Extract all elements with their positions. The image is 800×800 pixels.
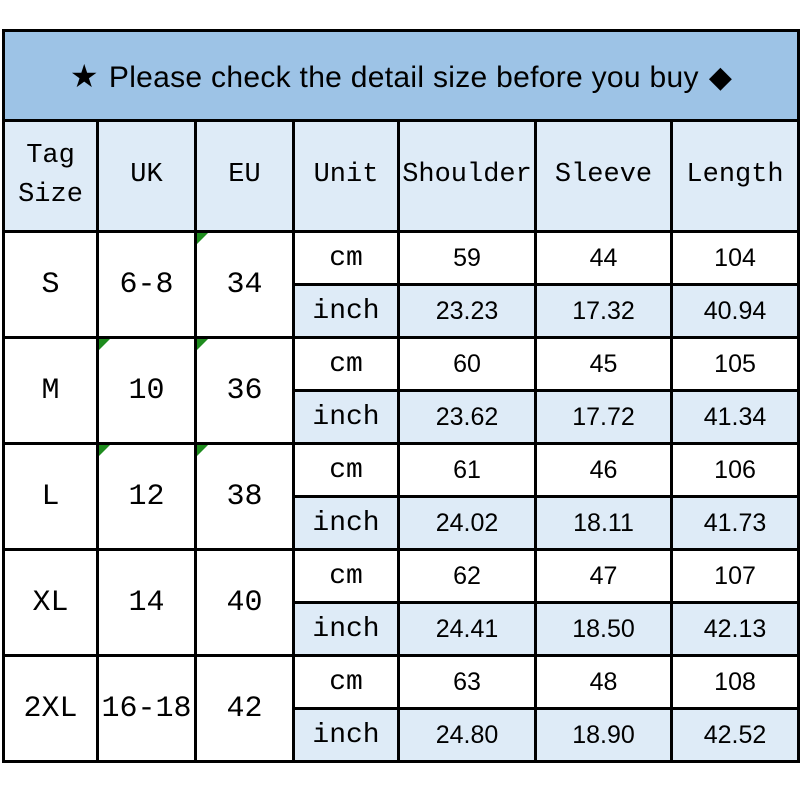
table-row-2xl-cm: 2XL 16-18 42 cm 63 48 108 [2, 654, 800, 763]
unit-cm-cell: cm [292, 230, 400, 286]
green-corner-marker-icon [198, 446, 208, 456]
table-row-xl-cm: XL 14 40 cm 62 47 107 [2, 548, 800, 657]
tag-size-cell: L [2, 442, 99, 551]
shoulder-inch-cell: 24.41 [397, 601, 537, 657]
shoulder-inch-cell: 23.62 [397, 389, 537, 445]
sleeve-cm-cell: 44 [534, 230, 673, 286]
length-inch-cell: 40.94 [669, 283, 800, 339]
eu-value: 36 [226, 373, 263, 408]
unit-inch-cell: inch [292, 601, 400, 657]
length-cm-cell: 104 [669, 230, 800, 286]
green-corner-marker-icon [100, 340, 110, 350]
uk-cell: 16-18 [96, 654, 197, 763]
eu-value: 38 [226, 479, 263, 514]
header-sleeve: Sleeve [534, 119, 673, 233]
unit-cm-cell: cm [292, 336, 400, 392]
header-unit: Unit [292, 119, 400, 233]
uk-value: 6-8 [119, 267, 174, 302]
table-row-s-inch: inch 23.23 17.32 40.94 [4, 283, 800, 339]
uk-value: 14 [128, 585, 165, 620]
length-cm-cell: 108 [669, 654, 800, 710]
length-cm-cell: 107 [669, 548, 800, 604]
unit-inch-cell: inch [292, 389, 400, 445]
size-chart: ★ Please check the detail size before you… [1, 29, 800, 763]
size-chart-table: ★ Please check the detail size before you… [1, 29, 800, 763]
unit-cm-cell: cm [292, 654, 400, 710]
sleeve-inch-cell: 18.11 [534, 495, 673, 551]
length-cm-cell: 106 [669, 442, 800, 498]
unit-cm-cell: cm [292, 442, 400, 498]
table-row-m-cm: M 10 36 cm 60 45 105 [2, 336, 800, 445]
star-icon: ★ [69, 57, 99, 94]
sleeve-inch-cell: 18.90 [534, 707, 673, 763]
header-shoulder: Shoulder [397, 119, 537, 233]
header-row: Tag Size UK EU Unit Shoulder Sleeve Leng… [2, 119, 800, 233]
table-row-2xl-inch: inch 24.80 18.90 42.52 [4, 707, 800, 763]
table-row-s-cm: S 6-8 34 cm 59 44 104 [2, 230, 800, 339]
diamond-icon: ◆ [708, 60, 733, 94]
unit-inch-cell: inch [292, 707, 400, 763]
eu-cell: 34 [194, 230, 295, 339]
tag-size-cell: S [2, 230, 99, 339]
header-uk: UK [96, 119, 197, 233]
shoulder-cm-cell: 60 [397, 336, 537, 392]
header-length: Length [669, 119, 800, 233]
eu-value: 34 [226, 267, 263, 302]
eu-cell: 42 [194, 654, 295, 763]
header-tag-size: Tag Size [2, 119, 99, 233]
sleeve-cm-cell: 48 [534, 654, 673, 710]
length-inch-cell: 41.34 [669, 389, 800, 445]
uk-cell: 14 [96, 548, 197, 657]
sleeve-inch-cell: 18.50 [534, 601, 673, 657]
eu-cell: 38 [194, 442, 295, 551]
sleeve-cm-cell: 47 [534, 548, 673, 604]
eu-value: 42 [226, 691, 263, 726]
uk-cell: 6-8 [96, 230, 197, 339]
uk-value: 12 [128, 479, 165, 514]
sleeve-inch-cell: 17.72 [534, 389, 673, 445]
tag-size-cell: XL [2, 548, 99, 657]
shoulder-inch-cell: 24.02 [397, 495, 537, 551]
sleeve-inch-cell: 17.32 [534, 283, 673, 339]
shoulder-cm-cell: 59 [397, 230, 537, 286]
eu-value: 40 [226, 585, 263, 620]
green-corner-marker-icon [198, 234, 208, 244]
shoulder-inch-cell: 23.23 [397, 283, 537, 339]
table-row-l-inch: inch 24.02 18.11 41.73 [4, 495, 800, 551]
sleeve-cm-cell: 45 [534, 336, 673, 392]
green-corner-marker-icon [100, 446, 110, 456]
tag-size-cell: 2XL [2, 654, 99, 763]
tag-size-cell: M [2, 336, 99, 445]
banner: ★ Please check the detail size before you… [1, 29, 800, 122]
length-cm-cell: 105 [669, 336, 800, 392]
table-row-m-inch: inch 23.62 17.72 41.34 [4, 389, 800, 445]
shoulder-cm-cell: 63 [397, 654, 537, 710]
banner-text: Please check the detail size before you … [108, 60, 699, 94]
uk-value: 10 [128, 373, 165, 408]
unit-inch-cell: inch [292, 283, 400, 339]
uk-cell: 10 [96, 336, 197, 445]
table-row-l-cm: L 12 38 cm 61 46 106 [2, 442, 800, 551]
length-inch-cell: 42.52 [669, 707, 800, 763]
uk-cell: 12 [96, 442, 197, 551]
header-eu: EU [194, 119, 295, 233]
shoulder-cm-cell: 62 [397, 548, 537, 604]
shoulder-inch-cell: 24.80 [397, 707, 537, 763]
eu-cell: 40 [194, 548, 295, 657]
banner-row: ★ Please check the detail size before you… [1, 29, 800, 122]
unit-inch-cell: inch [292, 495, 400, 551]
length-inch-cell: 42.13 [669, 601, 800, 657]
uk-value: 16-18 [101, 691, 192, 726]
length-inch-cell: 41.73 [669, 495, 800, 551]
sleeve-cm-cell: 46 [534, 442, 673, 498]
table-row-xl-inch: inch 24.41 18.50 42.13 [4, 601, 800, 657]
unit-cm-cell: cm [292, 548, 400, 604]
shoulder-cm-cell: 61 [397, 442, 537, 498]
green-corner-marker-icon [198, 340, 208, 350]
eu-cell: 36 [194, 336, 295, 445]
